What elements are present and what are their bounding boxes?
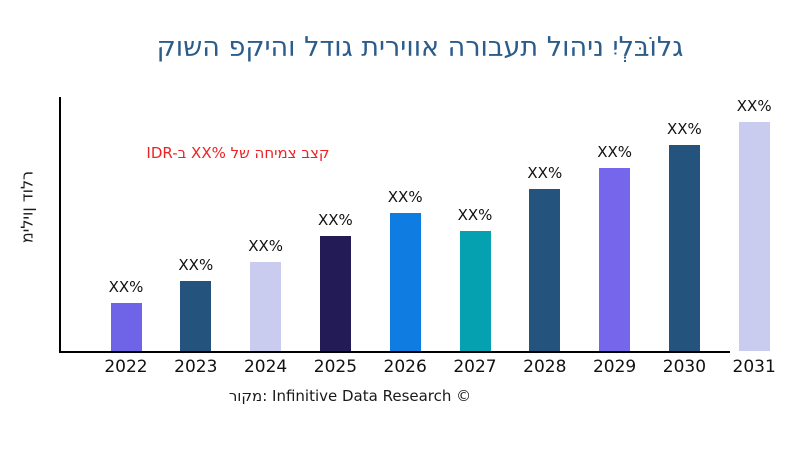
bar-2022 bbox=[110, 303, 142, 351]
bar-2025 bbox=[319, 236, 351, 351]
bar-value-label-2022: XX% bbox=[108, 278, 144, 296]
x-axis-line bbox=[59, 351, 730, 353]
bar-2030 bbox=[668, 145, 700, 351]
bar-value-label-2026: XX% bbox=[387, 188, 423, 206]
bar-value-label-2030: XX% bbox=[666, 120, 702, 138]
bar-2031 bbox=[738, 122, 770, 351]
bar-2024 bbox=[250, 262, 282, 351]
x-tick-2031: 2031 bbox=[732, 357, 776, 377]
bar-2026 bbox=[389, 213, 421, 351]
y-axis-line bbox=[59, 97, 61, 353]
bar-2028 bbox=[529, 189, 561, 351]
x-tick-2028: 2028 bbox=[523, 357, 567, 377]
x-tick-2029: 2029 bbox=[592, 357, 637, 377]
x-tick-2024: 2024 bbox=[243, 357, 288, 377]
bar-value-label-2023: XX% bbox=[178, 256, 214, 274]
source-caption: רוקמ: Infinitive Data Research © bbox=[228, 387, 472, 405]
bar-2023 bbox=[180, 281, 212, 351]
growth-rate-annotation: IDR-ב XX% לש החימצ בצק bbox=[146, 144, 330, 162]
x-tick-2027: 2027 bbox=[453, 357, 497, 377]
bar-value-label-2027: XX% bbox=[457, 206, 493, 224]
bar-value-label-2025: XX% bbox=[317, 211, 353, 229]
bar-value-label-2029: XX% bbox=[597, 143, 632, 161]
bar-value-label-2028: XX% bbox=[527, 164, 563, 182]
x-tick-2026: 2026 bbox=[383, 357, 427, 377]
x-tick-2030: 2030 bbox=[662, 357, 707, 377]
bar-2027 bbox=[459, 231, 491, 351]
bar-2029 bbox=[599, 168, 631, 351]
bar-value-label-2031: XX% bbox=[736, 97, 772, 115]
bar-value-label-2024: XX% bbox=[248, 237, 283, 255]
x-tick-2022: 2022 bbox=[104, 357, 148, 377]
x-tick-2023: 2023 bbox=[174, 357, 218, 377]
x-tick-2025: 2025 bbox=[313, 357, 358, 377]
chart-title: קושה פקיהו לדוג תיריווא הרובעת לוהינ יִל… bbox=[156, 32, 684, 63]
